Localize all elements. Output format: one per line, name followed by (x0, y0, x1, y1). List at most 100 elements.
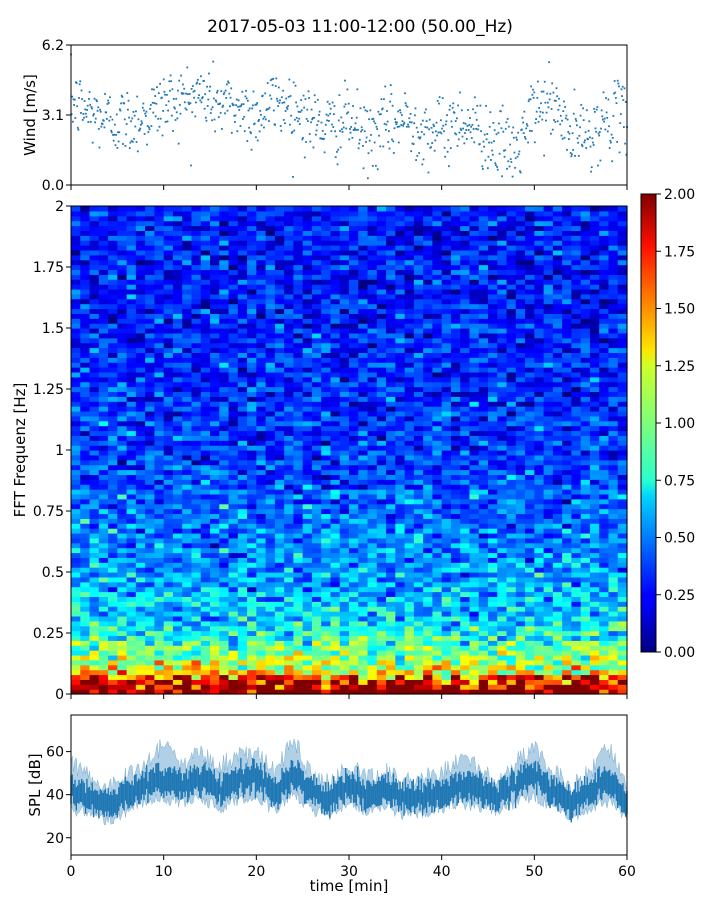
wind-point (616, 79, 619, 82)
spectrogram-cell (200, 572, 211, 578)
wind-point (170, 114, 173, 117)
spectrogram-cell (219, 493, 230, 500)
spectrogram-cell (413, 659, 424, 666)
spectrogram-cell (404, 567, 415, 573)
spectrogram-cell (265, 645, 276, 651)
spectrogram-cell (172, 611, 183, 617)
spectrogram-cell (145, 659, 155, 666)
spectrogram-cell (293, 440, 304, 446)
spectrogram-cell (404, 371, 415, 378)
wind-point (538, 115, 541, 118)
spectrogram-cell (450, 430, 461, 436)
wind-point (101, 123, 104, 126)
spectrogram-cell (274, 513, 285, 519)
spectrogram-cell (506, 430, 517, 436)
spectrogram-cell (515, 406, 526, 412)
spectrogram-cell (460, 415, 471, 422)
spectrogram-cell (302, 537, 313, 544)
spectrogram-cell (265, 435, 276, 441)
wind-point (155, 102, 158, 105)
spectrogram-cell (404, 606, 415, 612)
spectrogram-cell (339, 669, 350, 676)
wind-point (620, 88, 623, 91)
spectrogram-cell (488, 430, 498, 436)
spectrogram-cell (367, 586, 378, 593)
spectrogram-cell (237, 425, 248, 432)
wind-point (357, 147, 360, 150)
spectrogram-cell (210, 381, 220, 388)
spectrogram-cell (321, 562, 332, 568)
spectrogram-cell (302, 523, 313, 529)
spectrogram-cell (599, 562, 610, 568)
wind-point (256, 102, 259, 104)
spectrogram-cell (108, 406, 118, 412)
spectrogram-cell (543, 679, 554, 685)
spectrogram-cell (117, 591, 128, 597)
spectrogram-cell (274, 596, 285, 602)
spectrogram-cell (525, 620, 535, 627)
spectrogram-cell (571, 684, 582, 690)
spectrogram-cell (228, 537, 239, 544)
wind-point (376, 168, 379, 171)
spectrogram-cell (80, 669, 91, 676)
spectrogram-cell (404, 620, 415, 627)
wind-point (316, 98, 319, 101)
wind-point (190, 88, 193, 90)
spectrogram-cell (293, 572, 304, 578)
spectrogram-cell (321, 508, 332, 515)
spectrogram-cell (395, 684, 406, 690)
wind-point (219, 102, 221, 105)
spectrogram-cell (330, 528, 341, 534)
spectrogram-cell (571, 581, 582, 588)
spectrogram-cell (89, 450, 100, 456)
spectrogram-cell (311, 371, 322, 378)
spectrogram-cell (488, 664, 498, 671)
spectrogram-cell (330, 450, 341, 456)
spectrogram-cell (321, 674, 332, 680)
spectrogram-cell (284, 484, 294, 490)
wind-point (613, 92, 615, 95)
spectrogram-cell (441, 572, 452, 578)
spectrogram-cell (515, 381, 526, 388)
spectrogram-cell (339, 567, 350, 573)
spectrogram-cell (441, 410, 452, 417)
spectrogram-cell (172, 547, 183, 554)
spectrogram-cell (284, 469, 294, 475)
wind-point (220, 90, 223, 93)
spectrogram-cell (80, 620, 91, 627)
spectrogram-cell (423, 381, 433, 388)
spectrogram-cell (117, 391, 128, 397)
wind-point (172, 97, 175, 100)
spectrogram-cell (98, 410, 109, 417)
spectrogram-cell (358, 430, 369, 436)
spectrogram-cell (543, 362, 554, 368)
spectrogram-cell (562, 664, 572, 671)
spectrogram-cell (293, 508, 304, 515)
spectrogram-cell (543, 601, 554, 607)
wind-point (482, 140, 485, 143)
spectrogram-cell (265, 689, 276, 695)
spectrogram-cell (265, 459, 276, 466)
spectrogram-cell (71, 591, 81, 597)
spectrogram-cell (349, 430, 359, 436)
spectrogram-cell (210, 606, 220, 612)
spectrogram-cell (108, 503, 118, 510)
spectrogram-cell (191, 454, 202, 461)
spectrogram-cell (89, 572, 100, 578)
spectrogram-cell (506, 664, 517, 671)
spectrogram-cell (543, 654, 554, 661)
spectrogram-cell (367, 503, 378, 510)
spectrogram-cell (284, 386, 294, 393)
spectrogram-cell (71, 474, 81, 480)
spectrogram-cell (210, 620, 220, 627)
spectrogram-cell (460, 484, 471, 490)
spectrogram-cell (534, 391, 545, 397)
spectrogram-cell (608, 611, 619, 617)
spectrogram-cell (543, 532, 554, 539)
wind-point (588, 120, 591, 123)
spectrogram-cell (89, 474, 100, 480)
spectrogram-cell (534, 532, 545, 539)
spectrogram-cell (413, 415, 424, 422)
spectrogram-cell (413, 581, 424, 588)
spectrogram-cell (376, 518, 387, 524)
